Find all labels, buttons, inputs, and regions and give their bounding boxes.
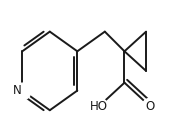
Text: O: O bbox=[145, 100, 155, 113]
Text: N: N bbox=[13, 84, 22, 97]
Text: HO: HO bbox=[90, 100, 108, 113]
